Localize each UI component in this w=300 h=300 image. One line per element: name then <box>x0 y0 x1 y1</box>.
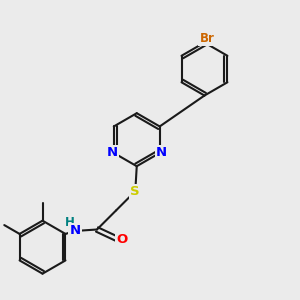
Text: N: N <box>156 146 167 159</box>
Text: O: O <box>116 233 128 246</box>
Text: H: H <box>65 216 75 229</box>
Text: S: S <box>130 185 140 198</box>
Text: Br: Br <box>200 32 214 45</box>
Text: N: N <box>107 146 118 159</box>
Text: N: N <box>69 224 80 238</box>
